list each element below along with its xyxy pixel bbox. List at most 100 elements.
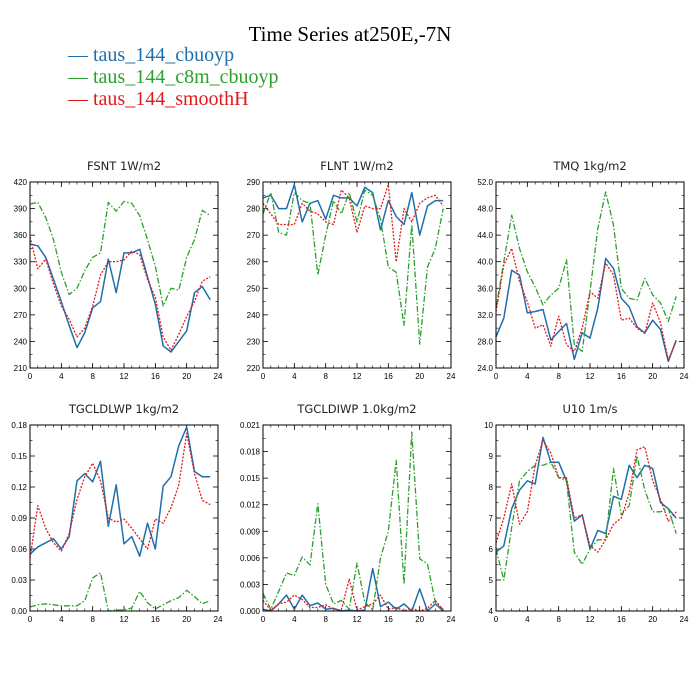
x-tick-label: 4 (525, 615, 530, 624)
y-tick-label: 28.0 (477, 337, 493, 346)
chart-panel-1: FLNT 1W/m2 0 4 8 12 16 20 24 220 230 240 250 260 270 2… (247, 159, 456, 381)
y-tick-label: 48.0 (477, 205, 493, 214)
y-tick-label: 44.0 (477, 231, 493, 240)
plot-frame (29, 181, 219, 369)
y-tick-label: 0.015 (240, 474, 261, 483)
legend-label: taus_144_smoothH (93, 88, 249, 110)
plot-frame (495, 424, 685, 612)
series-line-1 (29, 572, 211, 612)
x-tick-label: 8 (556, 615, 561, 624)
y-tick-label: 0.03 (11, 576, 27, 585)
series-line-2 (495, 247, 677, 361)
y-tick-label: 280 (247, 205, 261, 214)
x-tick-label: 16 (617, 615, 626, 624)
x-tick-label: 8 (90, 372, 95, 381)
panel-title: TGCLDIWP 1.0kg/m2 (296, 402, 416, 416)
y-tick-label: 240 (14, 337, 28, 346)
x-tick-label: 24 (447, 615, 456, 624)
x-tick-label: 24 (680, 615, 689, 624)
y-tick-label: 0.018 (240, 448, 261, 457)
series-line-0 (29, 243, 211, 353)
figure-title: Time Series at250E,-7N (248, 22, 452, 46)
y-tick-label: 260 (247, 258, 261, 267)
legend-label: taus_144_cbuoyp (93, 44, 235, 66)
series-line-2 (29, 432, 211, 559)
x-tick-label: 4 (525, 372, 530, 381)
series-line-1 (29, 200, 211, 307)
series-line-1 (495, 455, 677, 581)
y-tick-label: 420 (14, 178, 28, 187)
legend-label: taus_144_c8m_cbuoyp (93, 66, 279, 88)
x-tick-label: 20 (648, 372, 657, 381)
x-tick-label: 4 (59, 615, 64, 624)
series-line-2 (495, 439, 677, 553)
y-tick-label: 360 (14, 231, 28, 240)
series-line-0 (29, 426, 211, 557)
y-tick-label: 230 (247, 337, 261, 346)
y-tick-label: 0.09 (11, 514, 27, 523)
panel-title: FLNT 1W/m2 (320, 159, 393, 173)
plot-frame (262, 181, 452, 369)
y-tick-label: 270 (14, 311, 28, 320)
x-tick-label: 16 (151, 372, 160, 381)
x-tick-label: 12 (120, 615, 129, 624)
y-tick-label: 270 (247, 231, 261, 240)
panel-title: TGCLDLWP 1kg/m2 (68, 402, 179, 416)
legend-item-c8m-cbuoyp: — taus_144_c8m_cbuoyp (68, 66, 279, 88)
panel-title: U10 1m/s (562, 402, 617, 416)
panel-title: FSNT 1W/m2 (87, 159, 161, 173)
y-tick-label: 0.12 (11, 483, 27, 492)
x-tick-label: 12 (586, 372, 595, 381)
y-tick-label: 5 (489, 576, 494, 585)
x-tick-label: 0 (28, 615, 33, 624)
y-tick-label: 0.009 (240, 527, 261, 536)
legend-swatch: — (68, 66, 88, 88)
x-tick-label: 20 (648, 615, 657, 624)
y-tick-label: 40.0 (477, 258, 493, 267)
x-tick-label: 20 (182, 372, 191, 381)
y-tick-label: 24.0 (477, 364, 493, 373)
x-tick-label: 12 (120, 372, 129, 381)
x-tick-label: 0 (494, 372, 499, 381)
x-tick-label: 4 (292, 615, 297, 624)
y-tick-label: 52.0 (477, 178, 493, 187)
y-tick-label: 4 (489, 607, 494, 616)
series-line-1 (495, 191, 677, 353)
x-tick-label: 12 (353, 615, 362, 624)
y-tick-label: 10 (484, 421, 493, 430)
panel-title: TMQ 1kg/m2 (552, 159, 626, 173)
y-tick-label: 0.006 (240, 554, 261, 563)
x-tick-label: 20 (182, 615, 191, 624)
y-tick-label: 0.00 (11, 607, 27, 616)
x-tick-label: 20 (415, 372, 424, 381)
x-tick-label: 8 (323, 372, 328, 381)
x-tick-label: 8 (556, 372, 561, 381)
x-tick-label: 16 (384, 615, 393, 624)
y-tick-label: 32.0 (477, 311, 493, 320)
x-tick-label: 16 (384, 372, 393, 381)
y-tick-label: 36.0 (477, 284, 493, 293)
x-tick-label: 16 (151, 615, 160, 624)
plot-frame (29, 424, 219, 612)
x-tick-label: 16 (617, 372, 626, 381)
x-tick-label: 24 (214, 615, 223, 624)
x-tick-label: 4 (59, 372, 64, 381)
x-tick-label: 24 (680, 372, 689, 381)
y-tick-label: 0.18 (11, 421, 27, 430)
y-tick-label: 0.15 (11, 452, 27, 461)
x-tick-label: 8 (90, 615, 95, 624)
series-line-0 (495, 257, 677, 363)
y-tick-label: 330 (14, 258, 28, 267)
legend-swatch: — (68, 44, 88, 66)
y-tick-label: 0.000 (240, 607, 261, 616)
legend-item-cbuoyp: — taus_144_cbuoyp (68, 44, 234, 66)
x-tick-label: 4 (292, 372, 297, 381)
x-tick-label: 0 (494, 615, 499, 624)
legend-item-smoothh: — taus_144_smoothH (68, 88, 249, 110)
y-tick-label: 210 (14, 364, 28, 373)
x-tick-label: 12 (353, 372, 362, 381)
y-tick-label: 0.003 (240, 580, 261, 589)
y-tick-label: 0.06 (11, 545, 27, 554)
